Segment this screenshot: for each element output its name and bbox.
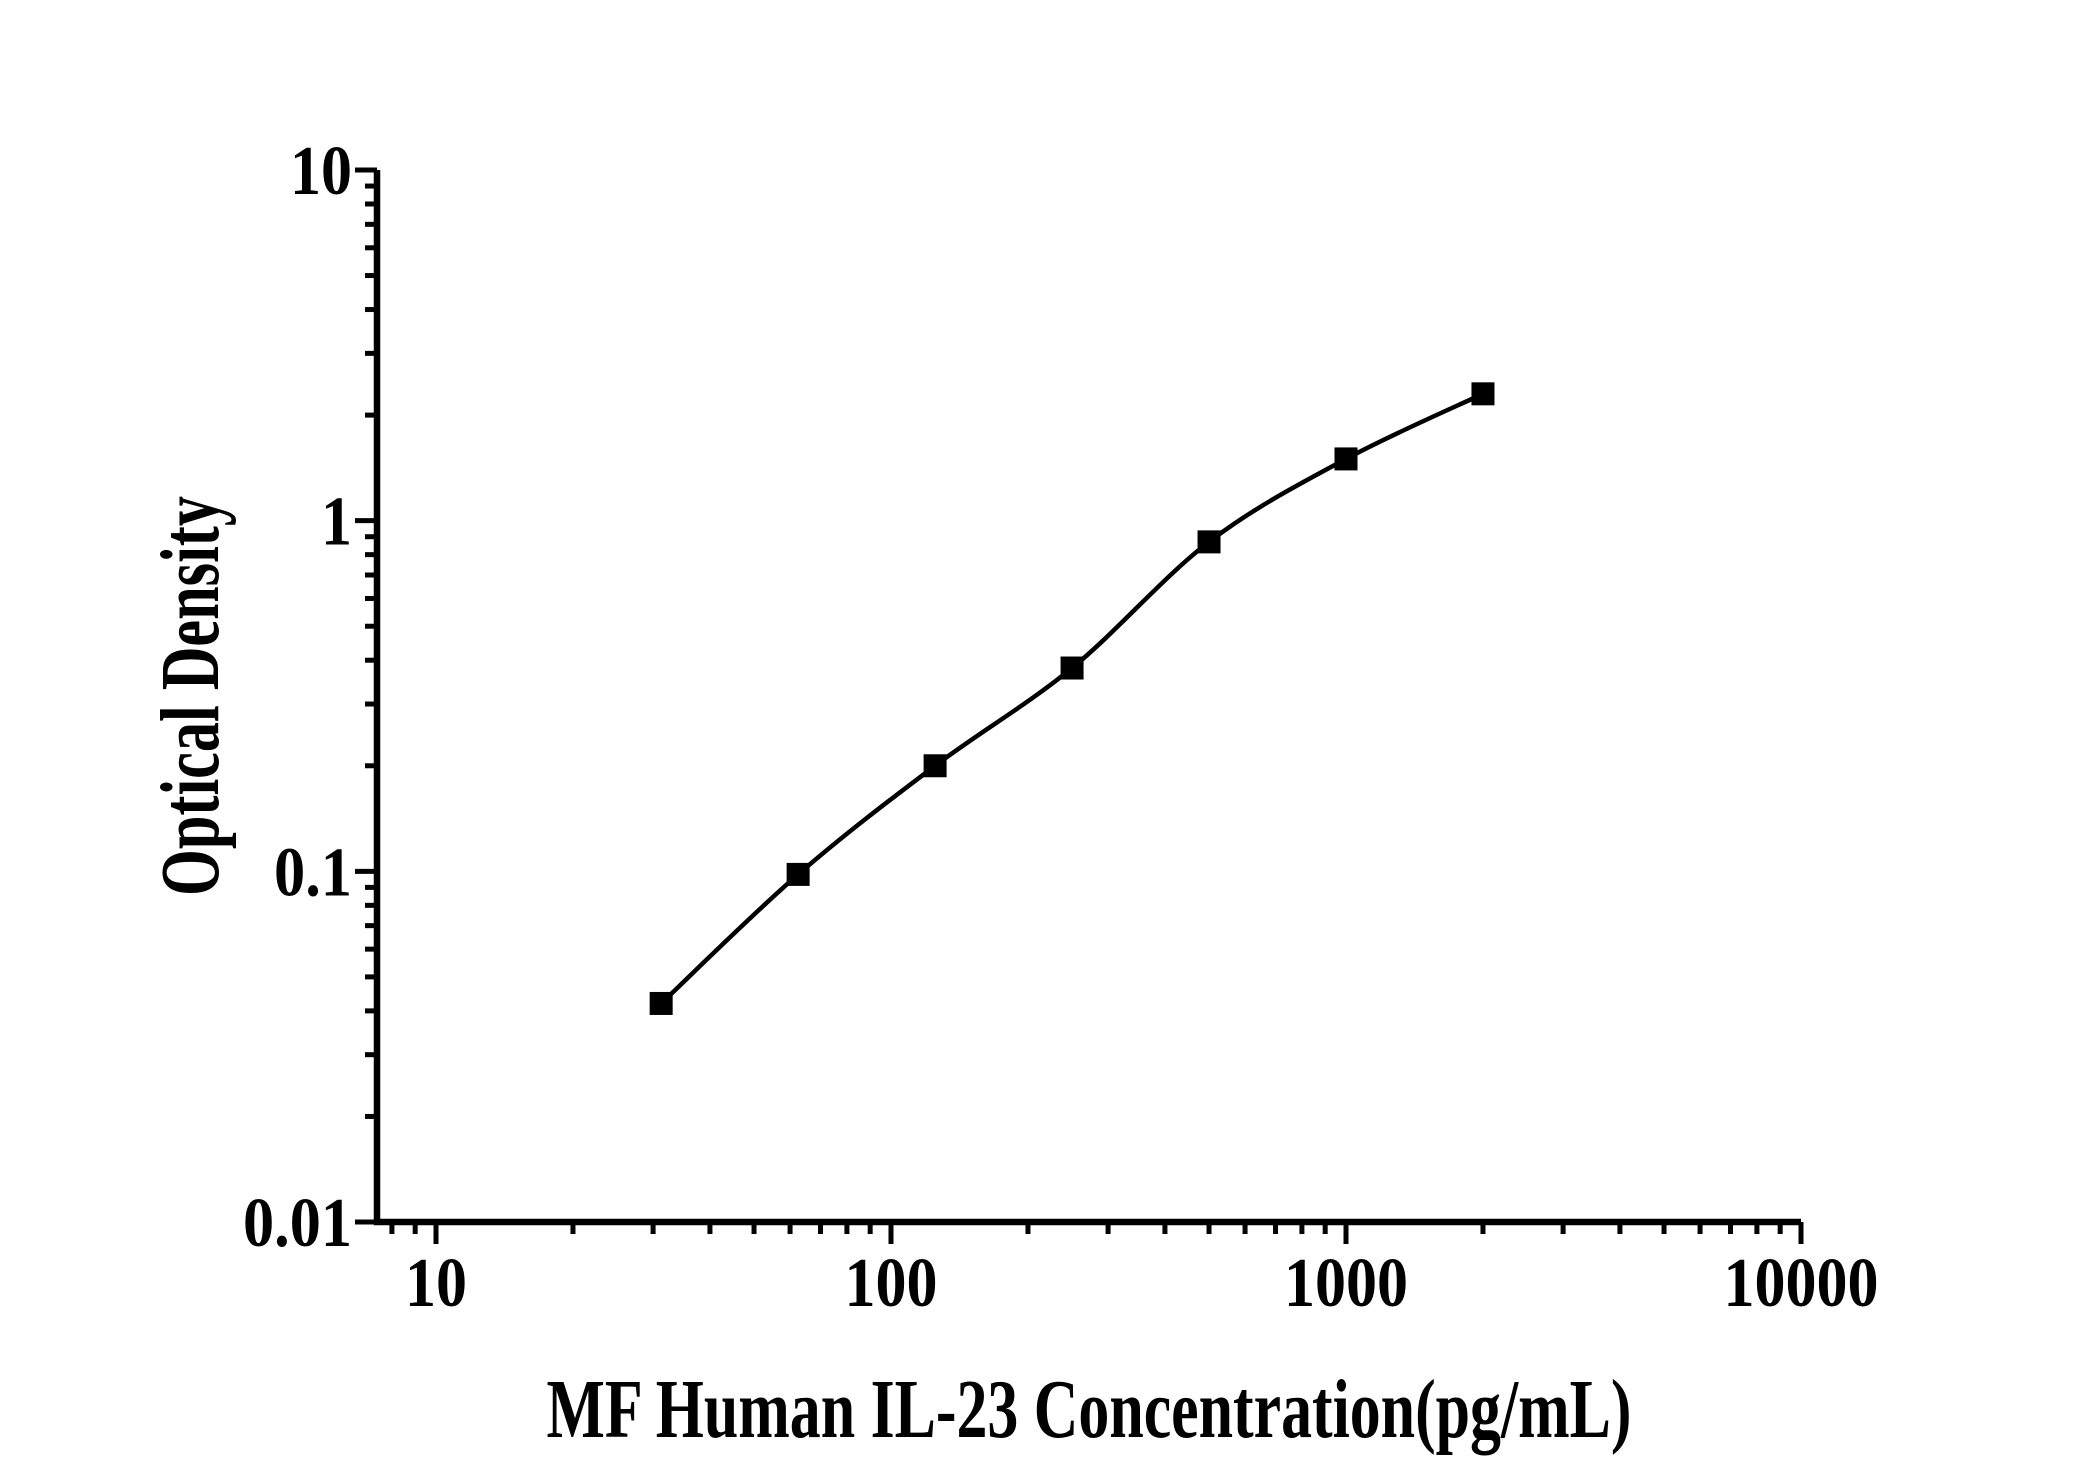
data-point-marker (1060, 656, 1084, 680)
data-point-marker (923, 754, 947, 778)
x-tick-label: 10 (405, 1245, 467, 1322)
data-point-marker (1197, 530, 1221, 554)
tick-labels: 10 100 1000 10000 0.01 0.1 1 10 (243, 133, 1879, 1322)
data-point-marker (1334, 447, 1358, 471)
x-tick-label: 100 (845, 1245, 938, 1322)
y-tick-label: 0.01 (243, 1185, 352, 1262)
data-point-marker (1471, 382, 1495, 406)
y-axis-title: Optical Density (144, 496, 237, 896)
fit-curve (658, 391, 1486, 1006)
data-point-marker (649, 991, 673, 1015)
x-tick-label: 10000 (1724, 1245, 1879, 1322)
axis-spine (373, 170, 1801, 1226)
y-tick-label: 1 (321, 484, 352, 561)
data-point-marker (786, 862, 810, 886)
data-series (649, 382, 1495, 1015)
axes (373, 170, 1801, 1226)
x-tick-label: 1000 (1284, 1245, 1408, 1322)
y-tick-label: 0.1 (274, 834, 352, 911)
axis-ticks (355, 167, 1804, 1244)
x-axis-title: MF Human IL-23 Concentration(pg/mL) (547, 1363, 1632, 1456)
y-tick-label: 10 (290, 133, 352, 210)
